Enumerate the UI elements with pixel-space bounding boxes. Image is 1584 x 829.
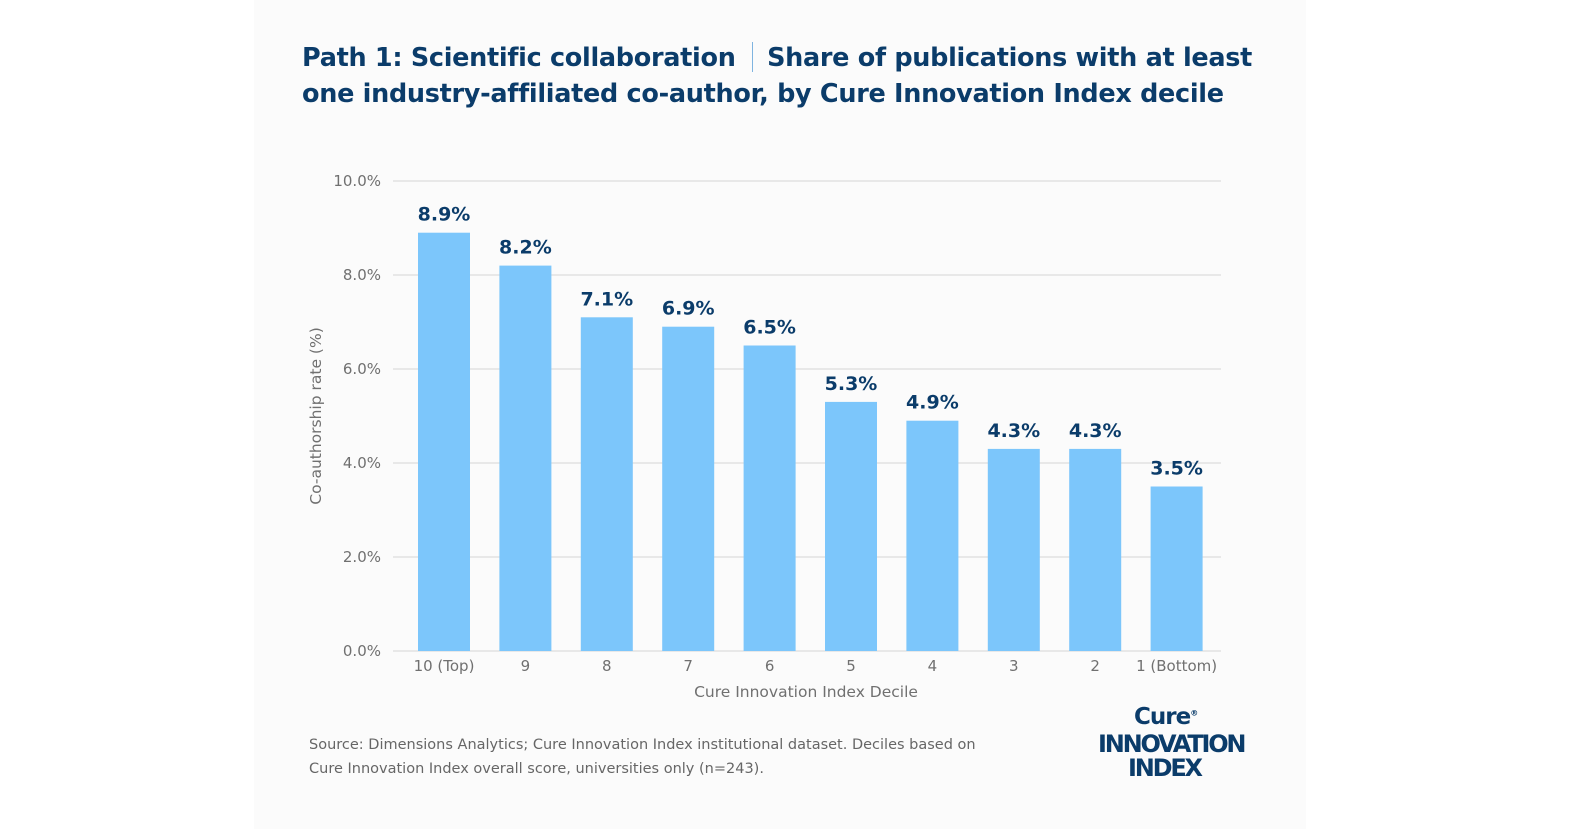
x-tick-label: 6	[765, 657, 775, 675]
value-label: 6.5%	[743, 317, 796, 339]
value-label: 4.3%	[987, 420, 1040, 442]
value-label: 5.3%	[825, 373, 878, 395]
y-tick-label: 8.0%	[343, 266, 381, 284]
bars	[418, 232, 1203, 651]
x-tick-label: 3	[1009, 657, 1019, 675]
value-label: 8.2%	[499, 237, 552, 259]
title-part-1: Path 1: Scientific collaboration	[302, 43, 736, 73]
bar	[662, 326, 715, 651]
bar	[418, 232, 470, 651]
bar	[499, 265, 552, 651]
value-label: 4.9%	[906, 392, 959, 414]
bar	[580, 317, 633, 651]
x-tick-label: 5	[846, 657, 856, 675]
cure-innovation-index-logo: Cure® INNOVATION INDEX	[1090, 700, 1250, 784]
bar	[1150, 486, 1203, 651]
value-label: 8.9%	[418, 204, 471, 226]
bar	[743, 345, 796, 651]
x-tick-label: 2	[1090, 657, 1100, 675]
chart-title: Path 1: Scientific collaboration Share of…	[302, 40, 1262, 112]
value-label: 7.1%	[580, 288, 633, 310]
bar	[825, 401, 877, 651]
bar	[987, 448, 1040, 651]
source-note: Source: Dimensions Analytics; Cure Innov…	[309, 737, 976, 777]
value-label: 6.9%	[662, 298, 715, 320]
logo-line-3: INDEX	[1128, 754, 1203, 782]
x-tick-labels: 10 (Top) 9 8 7 6 5 4 3 2 1 (Bottom)	[414, 657, 1218, 675]
x-axis-label: Cure Innovation Index Decile	[694, 683, 918, 701]
y-tick-label: 10.0%	[333, 172, 381, 190]
bar	[906, 420, 959, 651]
value-labels: 8.9% 8.2% 7.1% 6.9% 6.5% 5.3% 4.9% 4.3% 4.3% 3.5%	[418, 204, 1203, 480]
y-tick-label: 4.0%	[343, 454, 381, 472]
bar	[1069, 448, 1122, 651]
logo-line-1: Cure®	[1134, 704, 1198, 730]
x-tick-label: 8	[602, 657, 612, 675]
y-axis-label: Co-authorship rate (%)	[307, 327, 325, 504]
title-separator	[751, 42, 754, 72]
y-tick-label: 6.0%	[343, 360, 381, 378]
y-tick-label: 2.0%	[343, 548, 381, 566]
logo-line-2: INNOVATION	[1098, 730, 1247, 758]
x-tick-label: 9	[521, 657, 531, 675]
x-tick-label: 1 (Bottom)	[1136, 657, 1217, 675]
x-tick-label: 4	[928, 657, 938, 675]
x-tick-label: 10 (Top)	[414, 657, 475, 675]
value-label: 4.3%	[1069, 420, 1122, 442]
x-tick-label: 7	[683, 657, 693, 675]
value-label: 3.5%	[1150, 458, 1203, 480]
y-tick-labels: 0.0% 2.0% 4.0% 6.0% 8.0% 10.0%	[333, 172, 381, 660]
title-part-2: Share of publications with at least one …	[302, 43, 1253, 109]
y-tick-label: 0.0%	[343, 642, 381, 660]
